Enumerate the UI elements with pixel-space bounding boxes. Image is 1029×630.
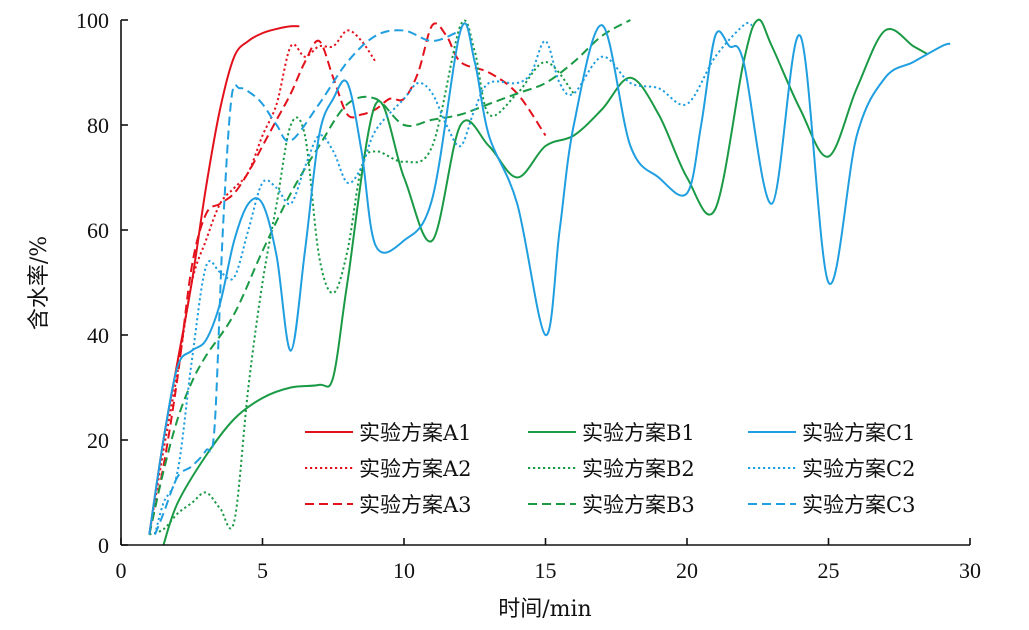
series-layer xyxy=(148,18,951,546)
x-tick-label: 25 xyxy=(818,558,840,583)
series-line-2 xyxy=(148,29,377,535)
x-tick-label: 10 xyxy=(393,558,415,583)
series-line-6 xyxy=(148,19,631,535)
y-tick-label: 20 xyxy=(87,428,109,453)
x-axis-title: 时间/min xyxy=(498,597,591,622)
y-tick-label: 60 xyxy=(87,218,109,243)
y-tick-label: 40 xyxy=(87,323,109,348)
x-tick-label: 0 xyxy=(116,558,127,583)
y-tick-label: 80 xyxy=(87,113,109,138)
x-tick-label: 20 xyxy=(676,558,698,583)
y-tick-label: 100 xyxy=(76,8,109,33)
series-line-1 xyxy=(148,25,300,535)
series-line-7 xyxy=(148,22,951,535)
legend-label: 实验方案A2 xyxy=(359,457,472,481)
legend-label: 实验方案C1 xyxy=(802,421,915,445)
series-line-5 xyxy=(148,19,575,536)
legend-label: 实验方案B3 xyxy=(582,493,695,517)
ticks-layer: 0 5 10 15 20 25 30 0 20 40 60 80 100 xyxy=(76,8,981,583)
legend: 实验方案A1 实验方案A2 实验方案A3 实验方案B1 实验方案B2 实验方案B3 实验方案… xyxy=(305,421,915,517)
series-line-9 xyxy=(154,29,461,535)
x-tick-label: 15 xyxy=(535,558,557,583)
legend-label: 实验方案A1 xyxy=(359,421,472,445)
x-tick-label: 30 xyxy=(959,558,981,583)
series-line-3 xyxy=(148,22,547,535)
legend-label: 实验方案C3 xyxy=(802,493,915,517)
legend-label: 实验方案B2 xyxy=(582,457,695,481)
series-line-8 xyxy=(153,21,753,535)
y-tick-label: 0 xyxy=(98,533,109,558)
legend-label: 实验方案C2 xyxy=(802,457,915,481)
legend-label: 实验方案A3 xyxy=(359,493,472,517)
x-tick-label: 5 xyxy=(257,558,268,583)
legend-label: 实验方案B1 xyxy=(582,421,695,445)
series-line-4 xyxy=(162,18,929,546)
y-axis-title: 含水率/% xyxy=(27,236,52,330)
